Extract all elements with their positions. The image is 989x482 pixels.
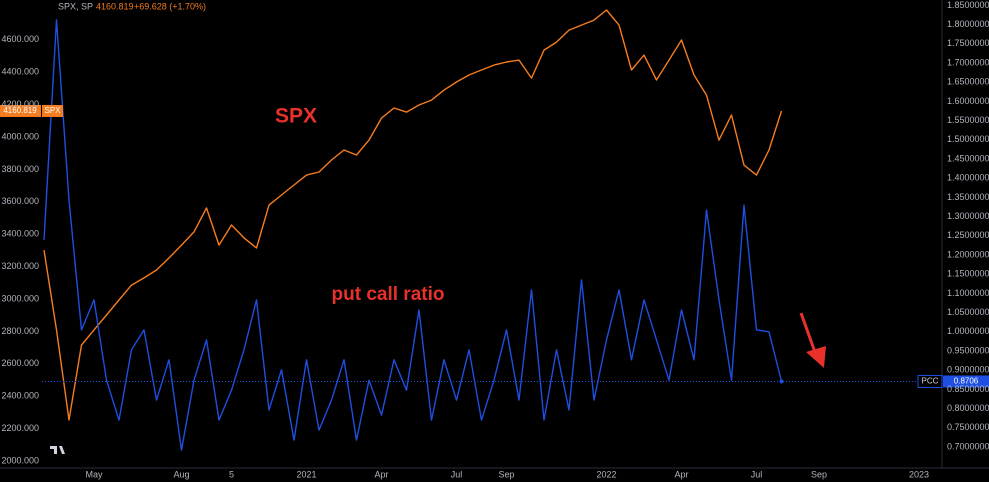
x-tick-label: 2023 bbox=[909, 469, 929, 479]
y-tick-label: 4200.000 bbox=[1, 99, 39, 109]
logo bbox=[48, 442, 68, 456]
x-tick-label: 2021 bbox=[296, 469, 316, 479]
y-tick-label: 2800.000 bbox=[1, 326, 39, 336]
y2-tick-label: 0.8500000 bbox=[947, 384, 989, 394]
x-tick-label: Apr bbox=[674, 469, 688, 479]
y2-tick-label: 0.8000000 bbox=[947, 403, 989, 413]
y2-tick-label: 1.7500000 bbox=[947, 38, 989, 48]
x-tick-label: 5 bbox=[229, 469, 234, 479]
x-tick-label: Sep bbox=[811, 469, 827, 479]
chart-title: SPX, SP bbox=[58, 1, 93, 11]
y-tick-label: 3000.000 bbox=[1, 293, 39, 303]
y-tick-label: 3800.000 bbox=[1, 164, 39, 174]
header-change: +69.628 (+1.70%) bbox=[134, 1, 206, 11]
y2-tick-label: 1.0000000 bbox=[947, 326, 989, 336]
x-tick-label: 2022 bbox=[596, 469, 616, 479]
price-tag-label: 4160.819 bbox=[3, 106, 37, 115]
y2-tick-label: 1.8500000 bbox=[947, 0, 989, 10]
price-tag bbox=[943, 375, 989, 388]
annotation: SPX bbox=[275, 105, 317, 128]
y2-tick-label: 1.6500000 bbox=[947, 77, 989, 87]
y2-tick-label: 1.8000000 bbox=[947, 19, 989, 29]
y-tick-label: 3200.000 bbox=[1, 261, 39, 271]
x-tick-label: May bbox=[85, 469, 103, 479]
x-tick-label: Jul bbox=[751, 469, 763, 479]
legend-box bbox=[42, 104, 63, 117]
legend-label: PCC bbox=[922, 377, 939, 386]
legend-box bbox=[917, 374, 943, 388]
y2-tick-label: 1.1500000 bbox=[947, 269, 989, 279]
y-tick-label: 3600.000 bbox=[1, 196, 39, 206]
series-line bbox=[43, 19, 783, 451]
y-tick-label: 4400.000 bbox=[1, 67, 39, 77]
y2-tick-label: 1.4000000 bbox=[947, 173, 989, 183]
y2-tick-label: 0.9000000 bbox=[947, 365, 989, 375]
y2-tick-label: 1.5500000 bbox=[947, 115, 989, 125]
y-tick-label: 2600.000 bbox=[1, 358, 39, 368]
price-tag bbox=[0, 104, 41, 117]
y-tick-label: 2000.000 bbox=[1, 455, 39, 465]
y2-tick-label: 0.7500000 bbox=[947, 422, 989, 432]
y2-tick-label: 0.9500000 bbox=[947, 345, 989, 355]
last-point bbox=[779, 379, 784, 384]
arrow bbox=[799, 312, 826, 368]
y2-tick-label: 1.3500000 bbox=[947, 192, 989, 202]
y2-tick-label: 1.4500000 bbox=[947, 153, 989, 163]
y2-tick-label: 1.1000000 bbox=[947, 288, 989, 298]
y2-tick-label: 1.2000000 bbox=[947, 249, 989, 259]
y2-tick-label: 1.5000000 bbox=[947, 134, 989, 144]
price-tag-label: 0.8706 bbox=[954, 377, 979, 386]
y-tick-label: 4000.000 bbox=[1, 131, 39, 141]
y2-tick-label: 1.3000000 bbox=[947, 211, 989, 221]
y2-tick-label: 1.0500000 bbox=[947, 307, 989, 317]
series-line bbox=[43, 9, 783, 421]
y2-tick-label: 1.2500000 bbox=[947, 230, 989, 240]
legend-label: SPX bbox=[44, 106, 61, 115]
y-tick-label: 2400.000 bbox=[1, 391, 39, 401]
y2-tick-label: 0.7000000 bbox=[947, 441, 989, 451]
x-tick-label: Sep bbox=[498, 469, 514, 479]
x-tick-label: Apr bbox=[374, 469, 388, 479]
header-price: 4160.819 bbox=[96, 1, 134, 11]
x-tick-label: Aug bbox=[173, 469, 189, 479]
y2-tick-label: 1.6000000 bbox=[947, 96, 989, 106]
x-tick-label: Jul bbox=[451, 469, 463, 479]
y-tick-label: 3400.000 bbox=[1, 229, 39, 239]
y-tick-label: 4600.000 bbox=[1, 34, 39, 44]
annotation: put call ratio bbox=[332, 284, 445, 305]
y-tick-label: 2200.000 bbox=[1, 423, 39, 433]
y2-tick-label: 1.7000000 bbox=[947, 57, 989, 67]
